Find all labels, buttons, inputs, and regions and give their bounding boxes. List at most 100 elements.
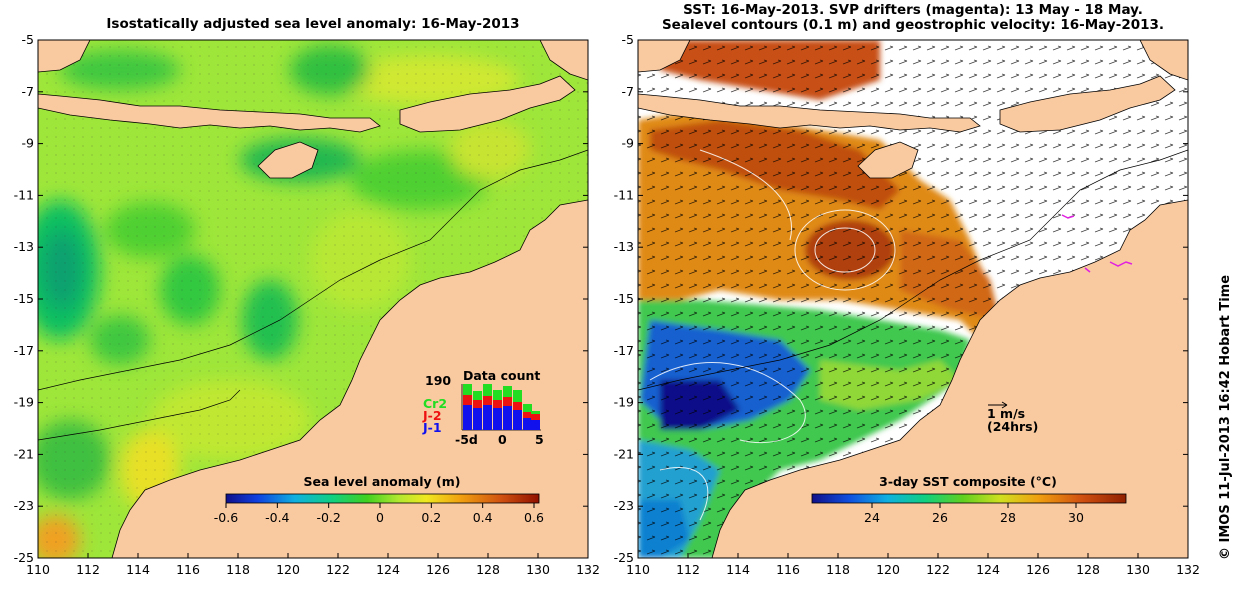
right-y-tick-label: -15 [614, 291, 634, 306]
data-count-xtick-end: 5 [535, 432, 544, 447]
count-bar [483, 405, 492, 430]
data-count-xtick-start: -5d [455, 432, 478, 447]
left-x-tick-label: 110 [26, 562, 50, 577]
colorbar-tick-label: -0.4 [265, 510, 289, 525]
right-y-tick-label: -25 [614, 550, 634, 565]
left-y-tick-label: -5 [22, 32, 34, 47]
right-y-tick-label: -23 [614, 498, 634, 513]
left-y-tick-label: -17 [14, 343, 34, 358]
count-bar [513, 410, 522, 430]
colorbar-tick-label: 30 [1068, 510, 1084, 525]
right-map-title-line2: Sealevel contours (0.1 m) and geostrophi… [661, 17, 1165, 33]
count-bar [463, 405, 472, 430]
sla-colorbar: Sea level anomaly (m) -0.6 -0.4 -0.2 0 0.2 0.… [214, 474, 544, 525]
left-map [38, 40, 588, 558]
colorbar-tick-label: -0.2 [316, 510, 340, 525]
right-x-tick-label: 126 [1026, 562, 1050, 577]
colorbar-tick-label: 0.6 [524, 510, 544, 525]
data-count-xtick-mid: 0 [498, 432, 507, 447]
left-y-tick-label: -25 [14, 550, 34, 565]
right-x-tick-label: 132 [1176, 562, 1200, 577]
sst-colorbar-label: 3-day SST composite (°C) [879, 474, 1057, 489]
velocity-scale-label: 1 m/s [987, 406, 1025, 421]
colorbar-tick-label: -0.6 [214, 510, 238, 525]
left-y-tick-label: -11 [14, 187, 34, 202]
count-bar [503, 406, 512, 430]
count-bar [493, 408, 502, 430]
data-count-title: Data count [463, 368, 540, 383]
colorbar-tick-label: 0.2 [421, 510, 441, 525]
left-x-tick-label: 114 [126, 562, 150, 577]
right-y-tick-label: -11 [614, 187, 634, 202]
left-y-tick-label: -23 [14, 498, 34, 513]
legend-j1: J-1 [422, 420, 442, 435]
left-x-axis: 110 112 114 116 118 120 122 124 126 128 130 132 [26, 553, 600, 577]
left-y-tick-label: -15 [14, 291, 34, 306]
velocity-scale: 1 m/s (24hrs) [987, 401, 1038, 434]
right-x-tick-label: 118 [826, 562, 850, 577]
right-x-tick-label: 122 [926, 562, 950, 577]
sla-colorbar-label: Sea level anomaly (m) [304, 474, 461, 489]
right-x-tick-label: 112 [676, 562, 700, 577]
right-x-tick-label: 120 [876, 562, 900, 577]
colorbar-tick-label: 0 [376, 510, 384, 525]
colorbar-tick-label: 24 [864, 510, 880, 525]
data-count-inset: Data count 190 -5d 0 5 Cr2 J-2 J-1 [422, 368, 544, 447]
right-y-tick-label: -5 [622, 32, 634, 47]
left-x-tick-label: 130 [526, 562, 550, 577]
left-map-title: Isostatically adjusted sea level anomaly… [106, 16, 520, 32]
count-bar [473, 408, 482, 430]
right-land [638, 40, 1188, 558]
left-x-tick-label: 124 [376, 562, 400, 577]
left-x-tick-label: 116 [176, 562, 200, 577]
left-land [38, 40, 588, 558]
right-map-title-line1: SST: 16-May-2013. SVP drifters (magenta)… [683, 2, 1143, 18]
right-y-tick-label: -19 [614, 395, 634, 410]
right-x-tick-label: 130 [1126, 562, 1150, 577]
left-y-axis: -5 -7 -9 -11 -13 -15 -17 -19 -21 -23 -25 [14, 32, 588, 565]
left-y-tick-label: -21 [14, 446, 34, 461]
right-x-axis: 110 112 114 116 118 120 122 124 126 128 130 132 [626, 553, 1200, 577]
count-bar [523, 418, 532, 430]
left-x-tick-label: 112 [76, 562, 100, 577]
copyright-credit: © IMOS 11-Jul-2013 16:42 Hobart Time [1218, 274, 1233, 560]
colorbar-tick-label: 26 [932, 510, 948, 525]
sealevel-contours [649, 149, 896, 521]
right-x-tick-label: 110 [626, 562, 650, 577]
left-contours [38, 149, 588, 441]
right-y-axis: -5 -7 -9 -11 -13 -15 -17 -19 -21 -23 -25 [614, 32, 1188, 565]
data-count-max-label: 190 [425, 373, 451, 388]
left-x-tick-label: 128 [476, 562, 500, 577]
legend-cr2: Cr2 [423, 396, 447, 411]
right-y-tick-label: -13 [614, 239, 634, 254]
left-x-tick-label: 120 [276, 562, 300, 577]
left-x-tick-label: 118 [226, 562, 250, 577]
sst-colorbar: 3-day SST composite (°C) 24 26 28 30 [811, 474, 1127, 525]
right-x-tick-label: 124 [976, 562, 1000, 577]
sla-colorbar-bar [225, 493, 540, 504]
legend-j2: J-2 [422, 408, 442, 423]
left-x-tick-label: 132 [576, 562, 600, 577]
right-x-tick-label: 114 [726, 562, 750, 577]
colorbar-tick-label: 28 [1000, 510, 1016, 525]
right-y-tick-label: -9 [622, 136, 635, 151]
velocity-scale-sublabel: (24hrs) [987, 419, 1038, 434]
data-count-bars [463, 384, 540, 430]
right-x-tick-label: 128 [1076, 562, 1100, 577]
right-y-tick-label: -7 [622, 84, 634, 99]
left-y-tick-label: -9 [22, 136, 35, 151]
left-x-tick-label: 126 [426, 562, 450, 577]
right-map: 1 m/s (24hrs) [638, 40, 1188, 558]
colorbar-tick-label: 0.4 [473, 510, 493, 525]
sst-colorbar-bar [811, 493, 1127, 504]
left-x-tick-label: 122 [326, 562, 350, 577]
left-y-tick-label: -7 [22, 84, 34, 99]
right-y-tick-label: -17 [614, 343, 634, 358]
right-x-tick-label: 116 [776, 562, 800, 577]
svp-drifters [1061, 214, 1133, 273]
left-y-tick-label: -19 [14, 395, 34, 410]
right-y-tick-label: -21 [614, 446, 634, 461]
count-bar [531, 420, 540, 430]
left-y-tick-label: -13 [14, 239, 34, 254]
